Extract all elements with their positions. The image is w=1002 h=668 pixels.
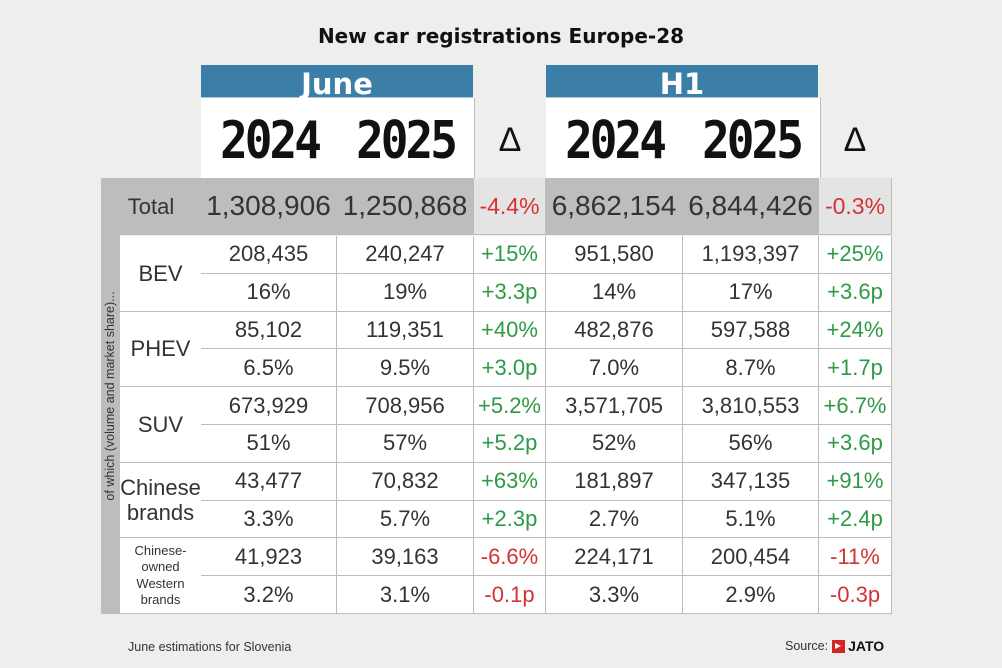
june-2025-header: 2025	[337, 97, 475, 183]
source-brand: JATO	[848, 638, 885, 654]
volume-cell: 39,163	[337, 538, 474, 577]
row-label: Chinese brands	[120, 462, 201, 539]
june-header: June	[201, 65, 473, 102]
share-cell: 51%	[201, 425, 337, 463]
total-cell: -4.4%	[474, 178, 546, 235]
h1-delta-header: Δ	[843, 120, 867, 159]
source-label: Source:	[785, 639, 829, 653]
total-cell: 1,250,868	[337, 178, 474, 235]
share-cell: 3.3%	[546, 576, 683, 614]
share-cell: 3.2%	[201, 576, 337, 614]
volume-cell: 3,571,705	[546, 387, 683, 425]
h1-2025-header: 2025	[683, 97, 821, 183]
share-cell: 56%	[683, 425, 819, 463]
source: Source: JATO	[785, 638, 884, 654]
share-cell: -0.3p	[819, 576, 892, 614]
volume-cell: -6.6%	[474, 538, 546, 577]
total-cell: 1,308,906	[201, 178, 337, 235]
total-cell: -0.3%	[819, 178, 892, 235]
share-cell: 52%	[546, 425, 683, 463]
volume-cell: 85,102	[201, 311, 337, 350]
volume-cell: +25%	[819, 236, 892, 274]
share-cell: 14%	[546, 273, 683, 312]
volume-cell: +63%	[474, 462, 546, 501]
share-cell: -0.1p	[474, 576, 546, 614]
row-label: BEV	[120, 236, 201, 312]
volume-cell: +24%	[819, 311, 892, 350]
volume-cell: +15%	[474, 236, 546, 274]
volume-cell: 208,435	[201, 236, 337, 274]
total-cell: 6,862,154	[546, 178, 683, 235]
share-cell: 19%	[337, 273, 474, 312]
share-cell: 6.5%	[201, 349, 337, 388]
volume-cell: 708,956	[337, 387, 474, 425]
row-label: PHEV	[120, 311, 201, 388]
share-cell: +3.3p	[474, 273, 546, 312]
share-cell: +3.6p	[819, 273, 892, 312]
share-cell: 16%	[201, 273, 337, 312]
footnote: June estimations for Slovenia	[128, 640, 292, 654]
share-cell: 17%	[683, 273, 819, 312]
share-cell: +2.3p	[474, 500, 546, 539]
jato-logo-icon	[832, 639, 846, 653]
volume-cell: 70,832	[337, 462, 474, 501]
share-cell: +5.2p	[474, 425, 546, 463]
share-cell: 3.1%	[337, 576, 474, 614]
volume-cell: 240,247	[337, 236, 474, 274]
volume-cell: -11%	[819, 538, 892, 577]
share-cell: +2.4p	[819, 500, 892, 539]
h1-2024-header: 2024	[546, 97, 684, 183]
h1-header: H1	[546, 65, 818, 102]
share-cell: +3.0p	[474, 349, 546, 388]
volume-cell: 41,923	[201, 538, 337, 577]
row-label: SUV	[120, 387, 201, 463]
side-bar	[101, 178, 120, 614]
share-cell: 2.9%	[683, 576, 819, 614]
share-cell: +3.6p	[819, 425, 892, 463]
june-delta-header: Δ	[498, 120, 522, 159]
share-cell: +1.7p	[819, 349, 892, 388]
volume-cell: 597,588	[683, 311, 819, 350]
share-cell: 57%	[337, 425, 474, 463]
total-row-label: Total	[101, 178, 201, 235]
volume-cell: 3,810,553	[683, 387, 819, 425]
volume-cell: 181,897	[546, 462, 683, 501]
share-cell: 7.0%	[546, 349, 683, 388]
volume-cell: 119,351	[337, 311, 474, 350]
share-cell: 9.5%	[337, 349, 474, 388]
volume-cell: 1,193,397	[683, 236, 819, 274]
volume-cell: +91%	[819, 462, 892, 501]
share-cell: 3.3%	[201, 500, 337, 539]
share-cell: 8.7%	[683, 349, 819, 388]
volume-cell: +5.2%	[474, 387, 546, 425]
total-cell: 6,844,426	[683, 178, 819, 235]
volume-cell: 347,135	[683, 462, 819, 501]
volume-cell: 200,454	[683, 538, 819, 577]
june-2024-header: 2024	[201, 97, 339, 183]
volume-cell: 673,929	[201, 387, 337, 425]
volume-cell: +40%	[474, 311, 546, 350]
side-label: of which (volume and market share)...	[103, 291, 117, 501]
volume-cell: 43,477	[201, 462, 337, 501]
share-cell: 5.1%	[683, 500, 819, 539]
share-cell: 2.7%	[546, 500, 683, 539]
chart-title: New car registrations Europe-28	[317, 24, 685, 48]
volume-cell: 482,876	[546, 311, 683, 350]
volume-cell: 224,171	[546, 538, 683, 577]
volume-cell: 951,580	[546, 236, 683, 274]
volume-cell: +6.7%	[819, 387, 892, 425]
share-cell: 5.7%	[337, 500, 474, 539]
row-label: Chinese-owned Western brands	[120, 538, 201, 614]
